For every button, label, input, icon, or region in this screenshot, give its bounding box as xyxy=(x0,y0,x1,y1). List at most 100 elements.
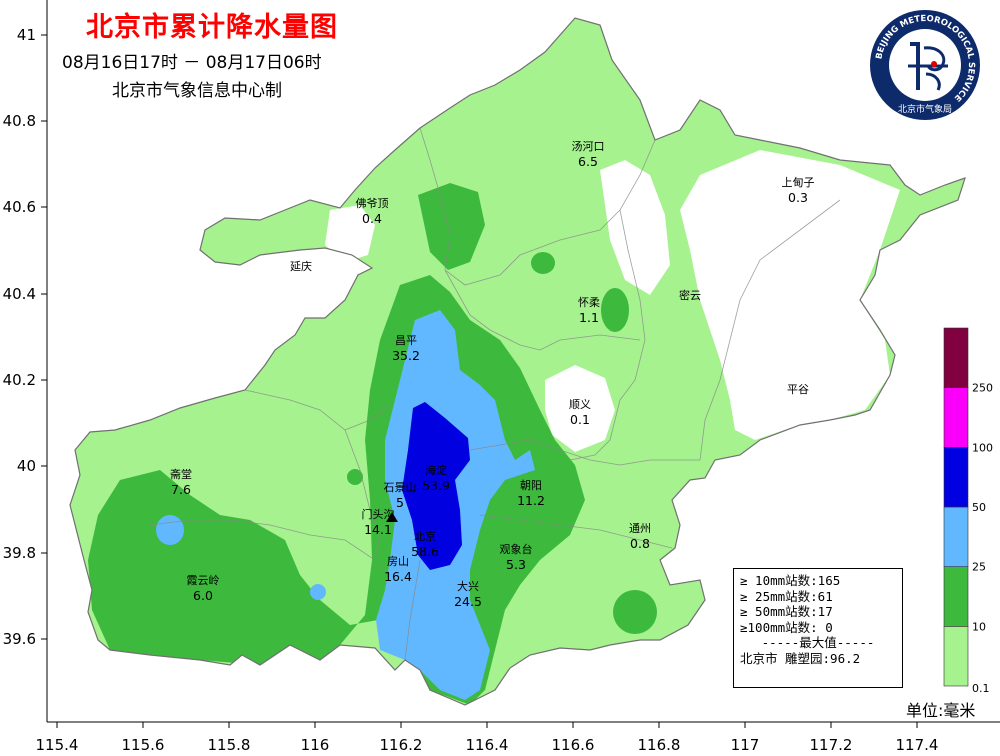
station-name: 海淀 xyxy=(425,463,447,477)
station-value: 0.3 xyxy=(788,190,808,205)
station-name: 北京 xyxy=(414,529,436,543)
axis-frame xyxy=(46,0,1000,723)
x-tick-label: 116.8 xyxy=(638,736,681,754)
station-value: 35.2 xyxy=(392,348,420,363)
y-tick-label: 40.8 xyxy=(3,112,36,130)
legend-label: 0.1 xyxy=(972,682,990,695)
legend-swatch xyxy=(943,327,969,388)
stats-line-10mm: ≥ 10mm站数:165 xyxy=(740,573,841,588)
legend-swatch xyxy=(943,447,969,508)
station-value: 14.1 xyxy=(364,522,392,537)
beijing-boundary xyxy=(69,17,966,706)
station-value: 6.0 xyxy=(193,588,213,603)
station: 密云 xyxy=(679,288,701,302)
station-name: 石景山 xyxy=(384,481,417,494)
x-tick-label: 116.6 xyxy=(552,736,595,754)
station: 延庆 xyxy=(290,259,312,273)
station-name: 门头沟 xyxy=(362,507,395,521)
rain-zone-50mm xyxy=(402,402,470,570)
y-tick-label: 40.6 xyxy=(3,198,36,216)
legend-label: 100 xyxy=(972,441,993,454)
legend-label: 250 xyxy=(972,382,993,395)
beijing-marker-icon xyxy=(386,512,398,522)
stats-max-header: -----最大值----- xyxy=(761,635,875,650)
x-tick-label: 117.4 xyxy=(896,736,939,754)
station-name: 昌平 xyxy=(395,334,417,347)
legend-swatch xyxy=(943,566,969,627)
stats-line-50mm: ≥ 50mm站数:17 xyxy=(740,604,833,619)
y-axis-ticks: 41 40.8 40.6 40.4 40.2 40 39.8 39.6 xyxy=(3,26,47,648)
y-tick-label: 40.4 xyxy=(3,285,36,303)
station-value: 1.1 xyxy=(579,310,599,325)
time-range: 08月16日17时 － 08月17日06时 xyxy=(62,53,322,73)
stats-line-25mm: ≥ 25mm站数:61 xyxy=(740,588,833,604)
x-tick-label: 115.4 xyxy=(36,736,79,754)
station: 斋堂7.6 xyxy=(170,467,192,497)
station-value: 5 xyxy=(396,495,404,510)
legend-swatch xyxy=(943,387,969,448)
station-value: 6.5 xyxy=(578,154,598,169)
legend-label: 10 xyxy=(972,620,986,633)
station-name: 延庆 xyxy=(290,259,312,273)
x-tick-label: 116 xyxy=(301,736,330,754)
legend-swatch xyxy=(943,626,969,687)
station-name: 通州 xyxy=(629,522,651,535)
district-boundaries xyxy=(149,127,841,661)
station-name: 佛爷顶 xyxy=(356,196,389,210)
bms-logo-icon: BEIJING METEOROLOGICAL SERVICE 北京市气象局 xyxy=(868,8,982,122)
station-value: 16.4 xyxy=(384,569,412,584)
station-name: 平谷 xyxy=(787,383,809,396)
legend-swatch xyxy=(943,506,969,567)
station-name: 密云 xyxy=(679,288,701,302)
unit-label: 单位:毫米 xyxy=(906,701,976,720)
issuer-label: 北京市气象信息中心制 xyxy=(112,81,282,101)
legend-label: 25 xyxy=(972,561,986,574)
y-tick-label: 41 xyxy=(17,26,36,44)
station-name: 上甸子 xyxy=(782,176,815,189)
legend-color-bar: 0.1 10 25 50 100 250 xyxy=(943,327,993,695)
station-name: 汤河口 xyxy=(572,139,605,153)
x-tick-label: 116.2 xyxy=(380,736,423,754)
station-value: 24.5 xyxy=(454,594,482,609)
map-title: 北京市累计降水量图 xyxy=(86,12,338,43)
x-tick-label: 117.2 xyxy=(810,736,853,754)
y-tick-label: 39.6 xyxy=(3,630,36,648)
station-stats-box: ≥ 10mm站数:165 ≥ 25mm站数:61 ≥ 50mm站数:17 ≥100mm… xyxy=(733,568,903,688)
x-tick-label: 116.4 xyxy=(466,736,509,754)
legend-label: 50 xyxy=(972,501,986,514)
station-value: 0.4 xyxy=(362,211,382,226)
station-name: 观象台 xyxy=(500,542,533,556)
station-value: 7.6 xyxy=(171,482,191,497)
y-tick-label: 39.8 xyxy=(3,544,36,562)
station-name: 霞云岭 xyxy=(187,573,220,587)
x-tick-label: 115.8 xyxy=(208,736,251,754)
stats-line-100mm: ≥100mm站数: 0 xyxy=(740,619,833,635)
station-value: 5.3 xyxy=(506,557,526,572)
station: 怀柔1.1 xyxy=(578,296,600,325)
y-tick-label: 40 xyxy=(17,457,36,475)
station-name: 朝阳 xyxy=(520,479,542,492)
x-axis-ticks: 115.4 115.6 115.8 116 116.2 116.4 116.6 116.8 11… xyxy=(36,722,939,754)
station-value: 0.1 xyxy=(570,412,590,427)
station-name: 顺义 xyxy=(569,398,591,411)
stats-max-value: 北京市 雕塑园:96.2 xyxy=(740,650,861,666)
station-value: 53.9 xyxy=(422,478,450,493)
station-name: 大兴 xyxy=(457,579,479,593)
station-value: 11.2 xyxy=(517,493,545,508)
logo-cn-text: 北京市气象局 xyxy=(898,103,952,115)
station-name: 怀柔 xyxy=(578,296,600,309)
